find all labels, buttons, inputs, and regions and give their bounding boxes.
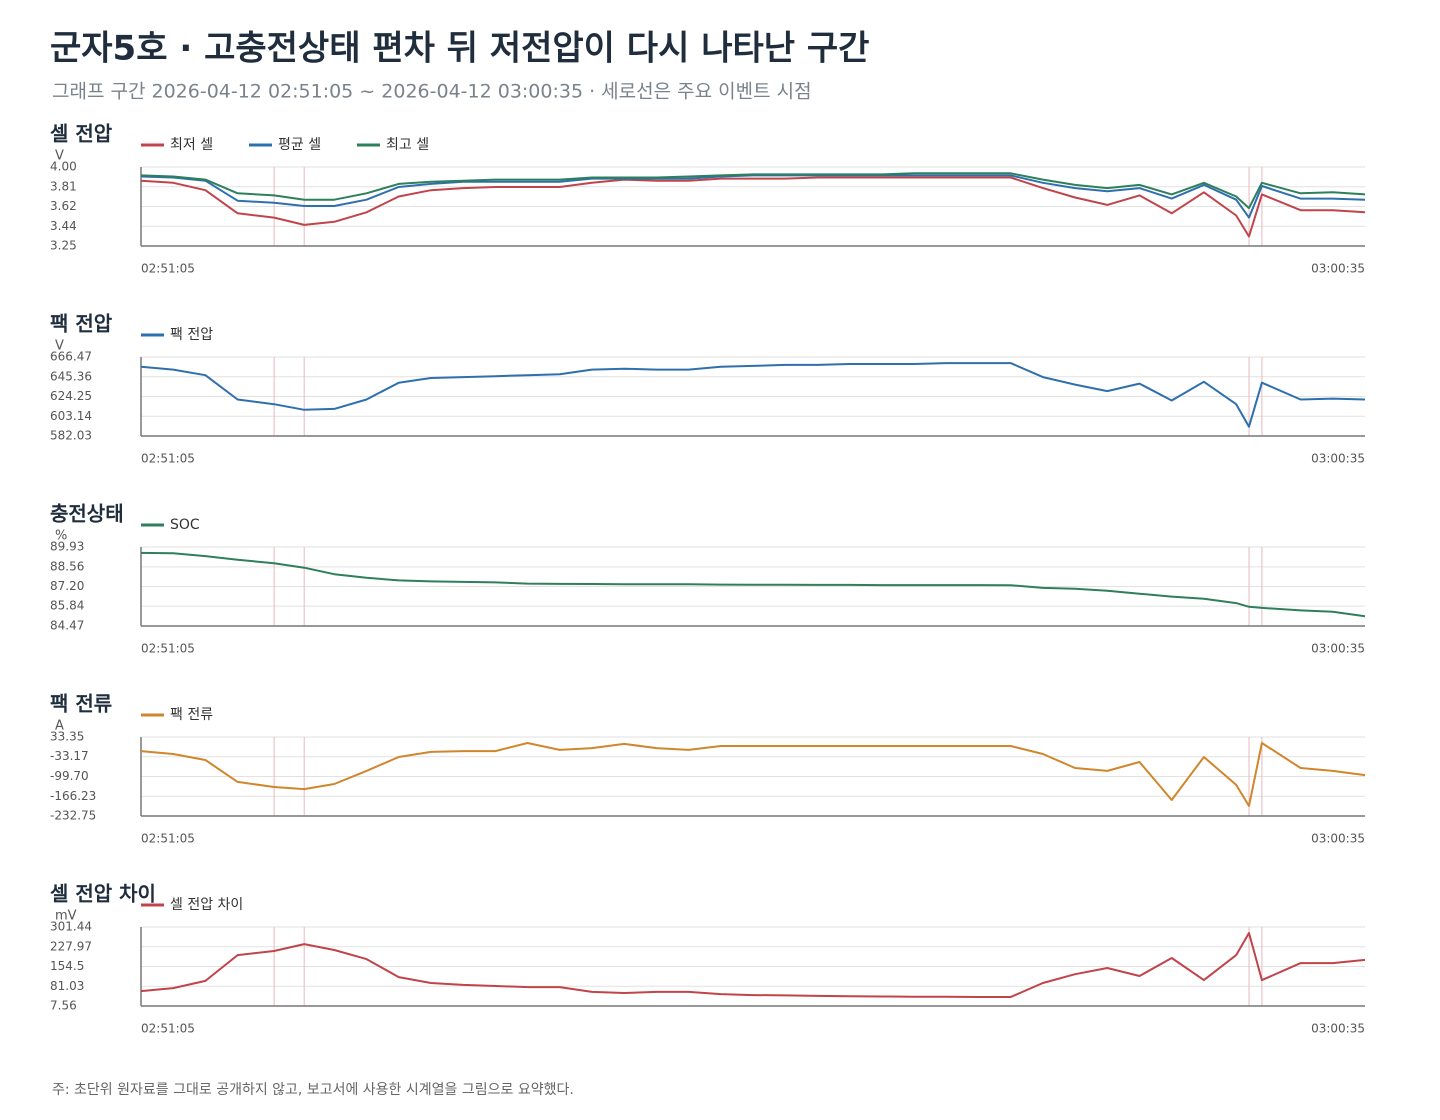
y-tick-label: 645.36 [50,369,92,383]
y-tick-label: -99.70 [50,769,89,783]
series-line [140,176,1366,238]
legend-label: 최고 셀 [386,137,429,153]
panel-title: 충전상태 [50,502,124,526]
y-tick-label: 33.35 [50,730,84,744]
legend-label: 팩 전류 [170,707,213,723]
footnote: 주: 초단위 원자료를 그대로 공개하지 않고, 보고서에 사용한 시계열을 그… [52,1082,574,1098]
legend-label: 팩 전압 [170,327,213,343]
y-tick-label: -33.17 [50,749,89,763]
x-tick-label: 03:00:35 [1311,642,1365,656]
y-tick-label: 85.84 [50,599,84,613]
y-tick-label: 3.81 [50,179,77,193]
series-line [140,172,1366,210]
series-line [140,932,1366,998]
y-tick-label: 7.56 [50,999,77,1013]
x-tick-label: 03:00:35 [1311,262,1365,276]
y-tick-label: 603.14 [50,409,92,423]
y-axis-unit: A [55,719,64,734]
y-tick-label: 582.03 [50,429,92,443]
y-tick-label: 88.56 [50,559,84,573]
y-tick-label: 3.44 [50,219,77,233]
y-tick-label: 3.25 [50,239,77,253]
y-tick-label: 624.25 [50,389,92,403]
x-tick-label: 03:00:35 [1311,832,1365,846]
x-tick-label: 02:51:05 [141,832,195,846]
y-tick-label: -166.23 [50,789,96,803]
x-tick-label: 02:51:05 [141,642,195,656]
panel-title: 셀 전압 [50,122,113,146]
y-axis-unit: % [55,529,67,544]
page-title: 군자5호 · 고충전상태 편차 뒤 저전압이 다시 나타난 구간 [50,29,869,69]
y-tick-label: 89.93 [50,540,84,554]
panel-title: 팩 전압 [50,312,113,336]
y-tick-label: 81.03 [50,979,84,993]
series-line [140,174,1366,219]
legend-label: 셀 전압 차이 [170,897,243,913]
x-tick-label: 03:00:35 [1311,1022,1365,1036]
y-tick-label: 3.62 [50,199,77,213]
y-tick-label: 154.5 [50,959,84,973]
series-line [140,362,1366,428]
y-axis-unit: V [55,149,64,164]
y-tick-label: 301.44 [50,920,92,934]
y-tick-label: 4.00 [50,160,77,174]
legend-label: SOC [170,517,200,533]
y-axis-unit: mV [55,909,77,924]
y-tick-label: 227.97 [50,939,92,953]
panel-title: 팩 전류 [50,692,112,716]
series-line [140,742,1366,807]
legend-label: 최저 셀 [170,137,213,153]
x-tick-label: 02:51:05 [141,452,195,466]
panel-title: 셀 전압 차이 [50,882,156,906]
legend-label: 평균 셀 [278,137,321,153]
y-tick-label: 87.20 [50,579,84,593]
y-axis-unit: V [55,339,64,354]
x-tick-label: 02:51:05 [141,1022,195,1036]
series-line [140,551,1366,618]
x-tick-label: 02:51:05 [141,262,195,276]
page-subtitle: 그래프 구간 2026-04-12 02:51:05 ~ 2026-04-12 … [52,81,812,103]
y-tick-label: -232.75 [50,809,96,823]
y-tick-label: 84.47 [50,619,84,633]
x-tick-label: 03:00:35 [1311,452,1365,466]
y-tick-label: 666.47 [50,350,92,364]
